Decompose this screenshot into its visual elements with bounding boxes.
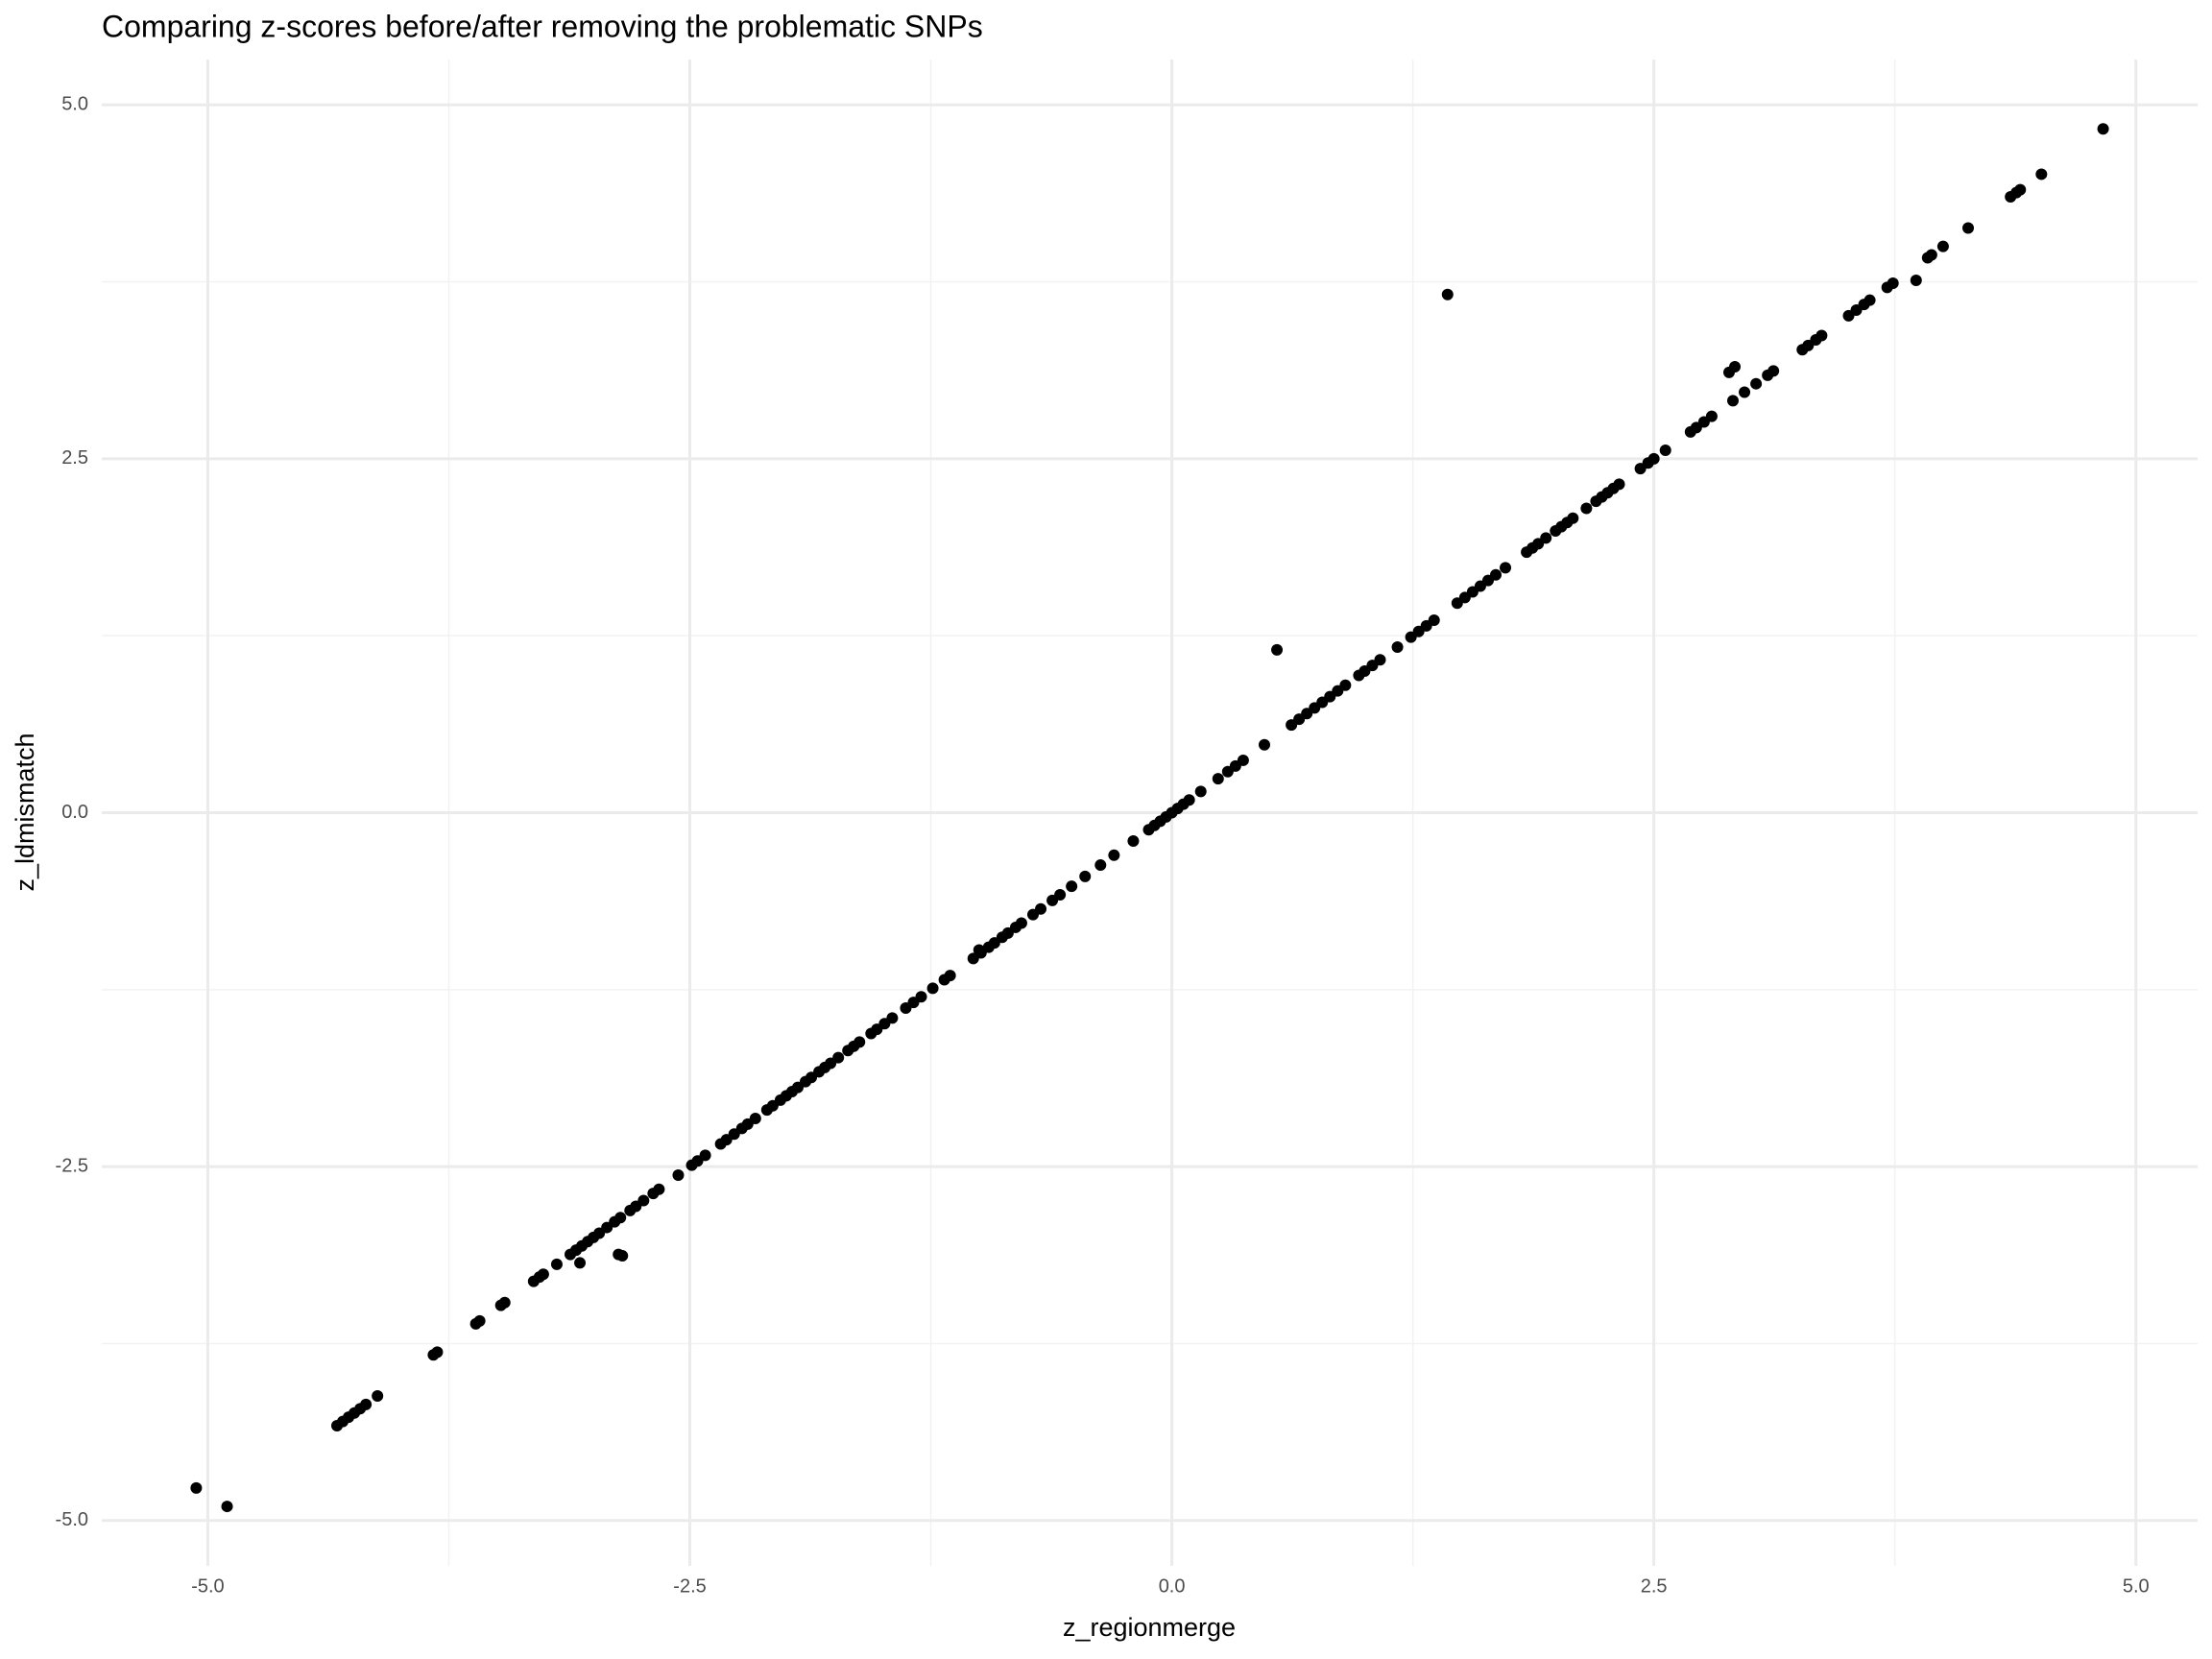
- point: [2097, 123, 2109, 135]
- x-tick-label: 0.0: [1159, 1575, 1186, 1597]
- point: [1271, 643, 1284, 656]
- point: [1339, 679, 1352, 691]
- point: [1722, 366, 1735, 378]
- point: [1659, 444, 1671, 456]
- point: [1066, 880, 1078, 893]
- point: [1094, 859, 1107, 872]
- y-axis-title: z_ldmismatch: [11, 733, 39, 891]
- point: [1910, 275, 1922, 287]
- point: [1194, 785, 1207, 798]
- point: [1815, 329, 1828, 342]
- y-tick-label: 2.5: [61, 447, 88, 469]
- point: [1489, 568, 1502, 581]
- point: [973, 944, 985, 956]
- point: [1739, 386, 1751, 398]
- point: [574, 1257, 587, 1269]
- point: [1035, 902, 1047, 915]
- point: [653, 1183, 665, 1195]
- point: [616, 1250, 629, 1262]
- point: [1705, 410, 1718, 422]
- point: [190, 1481, 203, 1494]
- point: [1613, 478, 1625, 491]
- point: [221, 1501, 233, 1513]
- point: [1647, 452, 1660, 465]
- point: [1887, 276, 1899, 289]
- point: [2014, 183, 2027, 196]
- point: [431, 1346, 444, 1358]
- point: [915, 991, 927, 1003]
- point: [1015, 917, 1027, 929]
- point: [1258, 738, 1270, 751]
- point: [1108, 849, 1120, 861]
- point: [614, 1212, 627, 1224]
- point: [886, 1012, 899, 1024]
- x-axis-title: z_regionmerge: [1063, 1613, 1236, 1642]
- point: [1767, 365, 1780, 377]
- chart-title: Comparing z-scores before/after removing…: [102, 9, 983, 43]
- point: [832, 1051, 845, 1064]
- y-tick-label: 0.0: [61, 802, 88, 823]
- point: [926, 982, 939, 995]
- point: [1962, 222, 1975, 234]
- y-tick-label: -5.0: [56, 1509, 88, 1530]
- point: [1212, 773, 1224, 785]
- point: [637, 1194, 650, 1207]
- point: [1237, 754, 1249, 766]
- point: [1183, 794, 1195, 806]
- point: [1079, 870, 1092, 882]
- point: [1727, 395, 1740, 407]
- point: [1127, 834, 1140, 847]
- point: [1567, 512, 1579, 524]
- y-tick-label: 5.0: [61, 93, 88, 114]
- point: [473, 1314, 486, 1327]
- point: [1540, 532, 1552, 544]
- point: [1580, 502, 1593, 515]
- point: [1863, 294, 1876, 306]
- x-tick-label: 2.5: [1641, 1575, 1668, 1597]
- point: [1750, 377, 1763, 390]
- point: [537, 1268, 549, 1281]
- point: [1925, 249, 1937, 261]
- point: [372, 1390, 384, 1403]
- point: [1391, 640, 1404, 653]
- point: [1500, 562, 1512, 574]
- point: [1054, 889, 1067, 902]
- point: [550, 1258, 563, 1270]
- point: [1441, 288, 1454, 301]
- x-tick-label: -5.0: [191, 1575, 224, 1597]
- point: [498, 1296, 511, 1309]
- point: [1936, 240, 1949, 252]
- point: [2035, 168, 2048, 180]
- point: [672, 1169, 685, 1182]
- x-tick-label: 5.0: [2123, 1575, 2150, 1597]
- x-tick-label: -2.5: [673, 1575, 706, 1597]
- point: [749, 1113, 761, 1125]
- point: [944, 970, 956, 982]
- point: [360, 1398, 373, 1410]
- point: [1428, 613, 1440, 626]
- y-tick-label: -2.5: [56, 1155, 88, 1176]
- point: [854, 1036, 866, 1048]
- point: [699, 1149, 711, 1162]
- point: [1374, 654, 1386, 666]
